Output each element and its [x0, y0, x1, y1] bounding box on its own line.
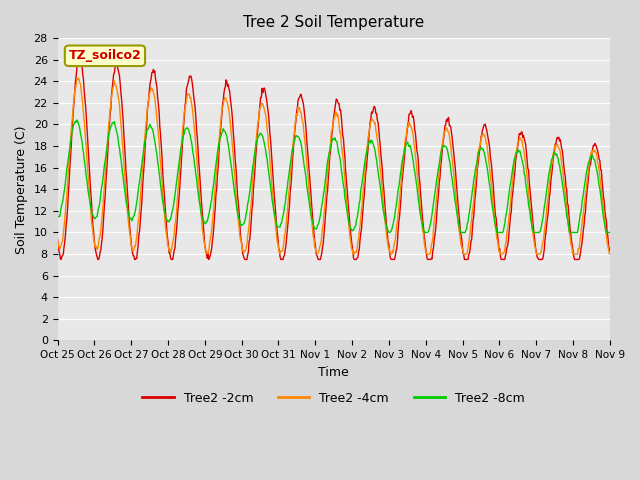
Y-axis label: Soil Temperature (C): Soil Temperature (C): [15, 125, 28, 253]
Text: TZ_soilco2: TZ_soilco2: [68, 49, 141, 62]
Title: Tree 2 Soil Temperature: Tree 2 Soil Temperature: [243, 15, 424, 30]
Legend: Tree2 -2cm, Tree2 -4cm, Tree2 -8cm: Tree2 -2cm, Tree2 -4cm, Tree2 -8cm: [138, 387, 530, 410]
X-axis label: Time: Time: [318, 366, 349, 379]
